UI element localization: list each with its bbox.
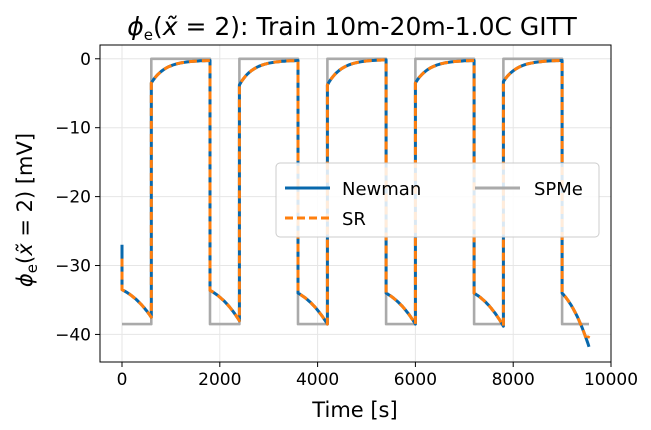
y-tick-label: −20	[55, 188, 91, 208]
x-tick-label: 6000	[394, 370, 437, 390]
y-axis-ticks: 0 −10 −20 −30 −40	[55, 50, 100, 345]
legend-label-spme: SPMe	[534, 179, 583, 200]
y-tick-label: 0	[80, 50, 91, 70]
y-axis-label: ϕe(x̃ = 2) [mV]	[13, 133, 41, 287]
legend-label-sr: SR	[342, 209, 366, 230]
x-tick-label: 8000	[492, 370, 535, 390]
x-tick-label: 0	[117, 370, 128, 390]
axes-frame	[99, 44, 612, 363]
legend-label-newman: Newman	[342, 179, 421, 200]
x-tick-label: 10000	[584, 370, 638, 390]
x-tick-label: 4000	[296, 370, 339, 390]
legend-box	[275, 162, 600, 238]
y-tick-label: −10	[55, 119, 91, 139]
x-axis-label: Time [s]	[311, 398, 397, 422]
x-tick-label: 2000	[198, 370, 241, 390]
x-axis-ticks: 0 2000 4000 6000 8000 10000	[117, 362, 638, 390]
legend: Newman SR SPMe	[275, 162, 600, 238]
y-tick-label: −40	[55, 325, 91, 345]
chart-title: ϕe(x̃ = 2): Train 10m-20m-1.0C GITT	[127, 12, 577, 44]
series-line-sr	[120, 58, 591, 342]
y-tick-label: −30	[55, 257, 91, 277]
axes-border	[99, 44, 612, 363]
